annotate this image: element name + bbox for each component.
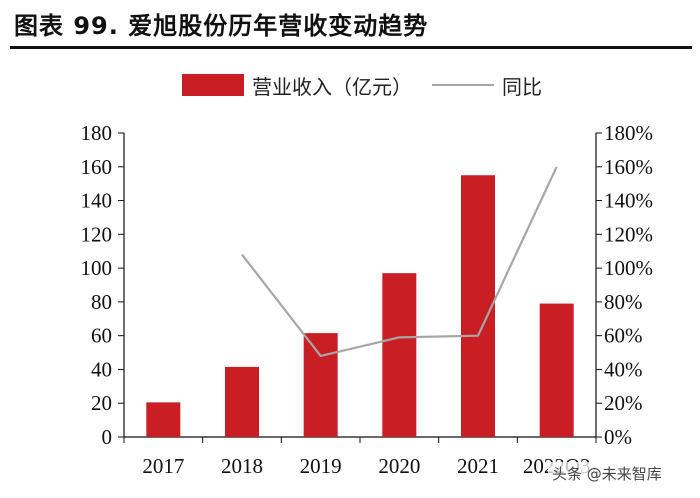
- y-right-tick-label: 20%: [604, 391, 643, 415]
- x-tick-label: 2019: [300, 454, 342, 478]
- y-left-tick-label: 120: [81, 222, 113, 246]
- title-underline: [10, 46, 692, 49]
- legend: 营业收入（亿元） 同比: [0, 70, 700, 100]
- yoy-line: [241, 166, 558, 358]
- y-right-tick-label: 60%: [604, 324, 643, 348]
- watermark: 头条 @未来智库: [548, 462, 666, 485]
- y-left-tick-label: 40: [91, 357, 112, 381]
- y-right-tick-label: 140%: [604, 189, 653, 213]
- revenue-bar: [382, 273, 417, 437]
- y-left-tick-label: 0: [102, 425, 113, 449]
- y-right-tick-label: 160%: [604, 155, 653, 179]
- x-tick-label: 2020: [378, 454, 420, 478]
- y-left-tick-label: 80: [91, 290, 112, 314]
- x-tick-label: 2018: [221, 454, 263, 478]
- y-right-tick-label: 40%: [604, 357, 643, 381]
- revenue-bar: [225, 366, 259, 437]
- legend-label-yoy: 同比: [502, 74, 542, 99]
- y-right-tick-label: 120%: [604, 222, 653, 246]
- legend-swatch-line: [432, 84, 494, 86]
- legend-label-revenue: 营业收入（亿元）: [252, 74, 412, 99]
- y-right-tick-label: 180%: [604, 121, 653, 145]
- y-right-tick-label: 80%: [604, 290, 643, 314]
- revenue-bar: [303, 333, 338, 437]
- y-left-tick-label: 20: [91, 391, 112, 415]
- legend-item-yoy: 同比: [432, 70, 542, 100]
- x-tick-label: 2021: [457, 454, 499, 478]
- y-left-tick-label: 140: [81, 189, 113, 213]
- revenue-bar: [461, 175, 495, 437]
- y-right-tick-label: 100%: [604, 256, 653, 280]
- revenue-bar: [146, 402, 181, 437]
- y-right-tick-label: 0%: [604, 425, 632, 449]
- y-left-tick-label: 60: [91, 324, 112, 348]
- chart-title: 图表 99. 爱旭股份历年营收变动趋势: [14, 12, 429, 40]
- x-tick-label: 2017: [142, 454, 184, 478]
- y-left-tick-label: 180: [81, 121, 113, 145]
- legend-item-revenue: 营业收入（亿元）: [182, 70, 412, 100]
- legend-swatch-bar: [182, 74, 244, 96]
- y-left-tick-label: 100: [81, 256, 113, 280]
- revenue-bar: [539, 303, 574, 437]
- y-left-tick-label: 160: [81, 155, 113, 179]
